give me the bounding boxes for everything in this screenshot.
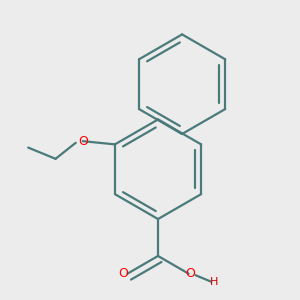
Text: O: O bbox=[119, 267, 129, 280]
Text: H: H bbox=[209, 277, 218, 286]
Text: O: O bbox=[78, 135, 88, 148]
Text: O: O bbox=[185, 267, 195, 280]
